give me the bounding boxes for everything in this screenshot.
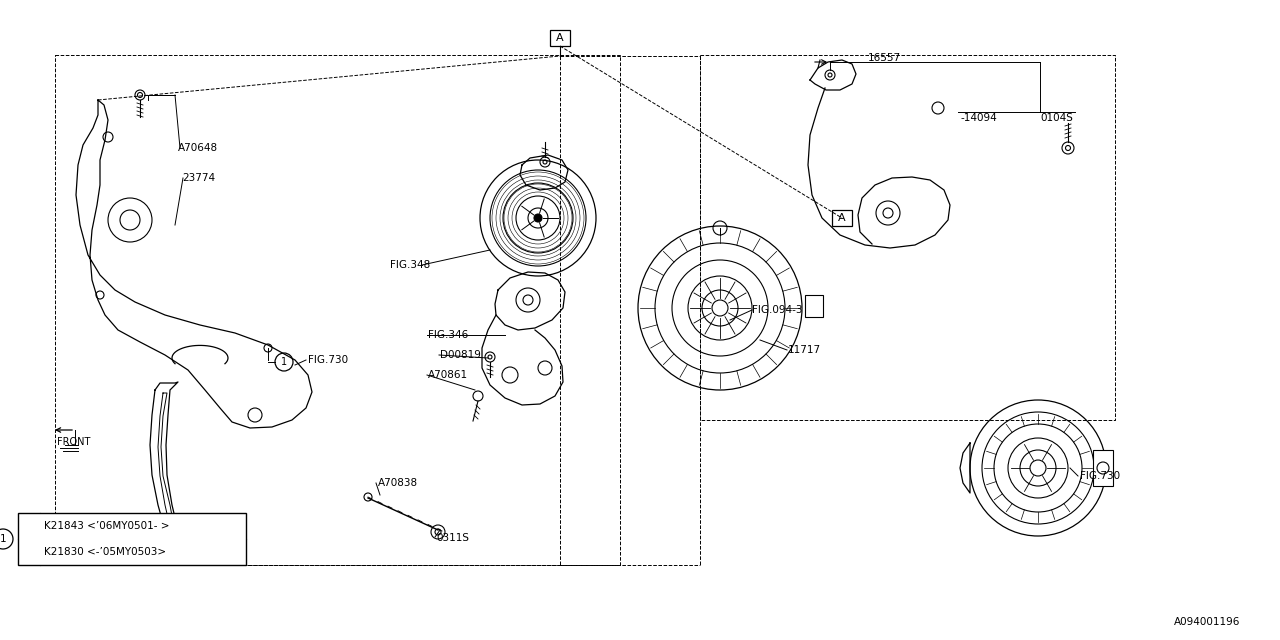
Bar xyxy=(1093,450,1114,486)
Text: FIG.348: FIG.348 xyxy=(390,260,430,270)
Text: K21843 <’06MY0501- >: K21843 <’06MY0501- > xyxy=(44,521,169,531)
Text: FRONT: FRONT xyxy=(58,437,91,447)
Text: A70648: A70648 xyxy=(178,143,218,153)
Text: 0104S: 0104S xyxy=(1039,113,1073,123)
Text: D00819: D00819 xyxy=(440,350,481,360)
Text: FIG.346: FIG.346 xyxy=(428,330,468,340)
Bar xyxy=(18,513,246,565)
Text: 23774: 23774 xyxy=(182,173,215,183)
Text: 1: 1 xyxy=(280,357,287,367)
Text: FIG.730: FIG.730 xyxy=(308,355,348,365)
Text: K21830 <-’05MY0503>: K21830 <-’05MY0503> xyxy=(44,547,166,557)
Text: A70838: A70838 xyxy=(378,478,419,488)
Text: 16557: 16557 xyxy=(868,53,901,63)
Text: A70861: A70861 xyxy=(428,370,468,380)
Bar xyxy=(832,210,852,226)
Text: FIG.730: FIG.730 xyxy=(1080,471,1120,481)
Text: A: A xyxy=(557,33,563,43)
Bar xyxy=(805,295,823,317)
Text: 11717: 11717 xyxy=(788,345,822,355)
Text: -14094: -14094 xyxy=(960,113,997,123)
Text: A094001196: A094001196 xyxy=(1174,617,1240,627)
Circle shape xyxy=(534,214,541,222)
Text: 1: 1 xyxy=(0,534,6,544)
Text: A: A xyxy=(838,213,846,223)
Text: FIG.094-3: FIG.094-3 xyxy=(753,305,803,315)
Text: 0311S: 0311S xyxy=(436,533,468,543)
Bar xyxy=(550,30,570,46)
